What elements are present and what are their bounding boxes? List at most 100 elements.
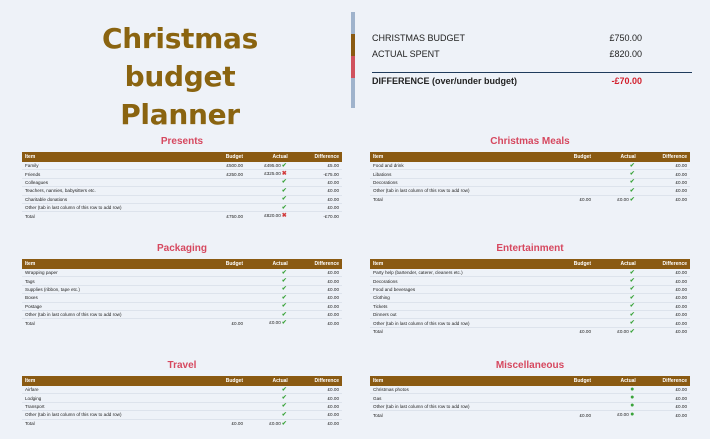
summary-difference-row: DIFFERENCE (over/under budget) -£70.00 [372,76,642,86]
cell-actual[interactable]: ✔ [246,178,291,188]
check-icon: ✔ [629,311,635,318]
cell-item[interactable]: Family [22,162,195,171]
cell-item[interactable]: Libations [370,169,543,179]
cell-item[interactable]: Airfare [22,386,195,395]
cell-actual[interactable]: ✔ [246,386,291,395]
cell-item[interactable]: Other (tab in last column of this row to… [370,318,543,328]
cell-actual[interactable]: ✔ [594,269,639,278]
cell-item[interactable]: Postage [22,302,195,311]
cell-budget[interactable] [194,302,246,311]
cell-item[interactable]: Clothing [370,293,543,303]
cell-budget[interactable] [194,203,246,213]
cell-budget[interactable] [194,285,246,295]
cell-item[interactable]: Friends [22,169,195,179]
cell-budget[interactable] [542,318,594,328]
cell-actual[interactable]: ✔ [246,285,291,295]
cell-budget[interactable] [194,293,246,303]
cell-budget[interactable] [542,276,594,286]
cell-actual[interactable]: ✔ [246,393,291,403]
cell-actual[interactable]: ✔ [594,169,639,179]
cell-item[interactable]: Gas [370,393,543,403]
cell-actual[interactable]: ✔ [246,302,291,311]
cell-difference: £0.00 [638,402,690,412]
cell-item[interactable]: Other (tab in last column of this row to… [370,402,543,412]
cell-budget[interactable] [194,386,246,395]
cell-actual[interactable]: ✔ [594,285,639,295]
cell-budget[interactable] [542,285,594,295]
cell-actual[interactable]: ✔ [246,186,291,196]
cell-item[interactable]: Food and beverages [370,285,543,295]
cell-item[interactable]: Food and drink [370,162,543,171]
cell-budget[interactable]: £250.00 [194,169,246,179]
cell-budget[interactable] [194,276,246,286]
cell-item[interactable]: Lodging [22,393,195,403]
cell-budget[interactable] [194,178,246,188]
column-header-difference: Difference [290,152,342,162]
cell-actual[interactable]: ✔ [594,293,639,303]
cell-budget[interactable] [542,162,594,171]
cell-actual[interactable]: ✔ [246,269,291,278]
cell-actual[interactable]: ✔ [594,186,639,196]
cell-item[interactable]: Decorations [370,276,543,286]
cell-actual[interactable]: ✔ [594,178,639,188]
cell-budget[interactable] [194,410,246,420]
cell-budget[interactable] [542,310,594,320]
cell-actual[interactable]: ✔ [246,276,291,286]
cell-item[interactable]: Decorations [370,178,543,188]
cell-actual[interactable]: £325.00✖ [246,169,291,179]
cell-item[interactable]: Supplies (ribbon, tape etc.) [22,285,195,295]
cell-item[interactable]: Party help (bartender, caterer, cleaners… [370,269,543,278]
total-row: Total £0.00 £0.00● £0.00 [370,410,690,420]
cell-item[interactable]: Teachers, nannies, babysitters etc. [22,186,195,196]
cell-item[interactable]: Boxes [22,293,195,303]
cell-budget[interactable] [194,310,246,320]
cell-budget[interactable] [542,293,594,303]
cell-item[interactable]: Charitable donations [22,195,195,204]
column-header-actual: Actual [246,152,291,162]
cell-budget[interactable] [542,269,594,278]
cell-budget[interactable] [542,178,594,188]
summary-budget-value[interactable]: £750.00 [609,33,642,43]
cell-budget[interactable] [194,269,246,278]
cell-actual[interactable]: ● [594,393,639,403]
cell-actual[interactable]: ✔ [594,318,639,328]
cell-budget[interactable] [542,302,594,311]
cell-difference: £0.00 [638,178,690,188]
cell-actual[interactable]: ✔ [594,310,639,320]
cell-item[interactable]: Other (tab in last column of this row to… [22,410,195,420]
cell-budget[interactable] [194,195,246,204]
cell-item[interactable]: Wrapping paper [22,269,195,278]
cell-item[interactable]: Christmas photos [370,386,543,395]
cell-budget[interactable]: £500.00 [194,162,246,171]
summary-budget-label: CHRISTMAS BUDGET [372,33,466,43]
cell-actual[interactable]: ✔ [594,276,639,286]
cell-actual[interactable]: ✔ [246,195,291,204]
cell-budget[interactable] [194,393,246,403]
cell-item[interactable]: Dinners out [370,310,543,320]
cell-actual[interactable]: ✔ [246,293,291,303]
cell-actual[interactable]: ✔ [246,310,291,320]
cell-budget[interactable] [542,186,594,196]
cell-item[interactable]: Tickets [370,302,543,311]
cell-budget[interactable] [194,402,246,412]
cell-actual[interactable]: ✔ [246,410,291,420]
cell-actual[interactable]: ● [594,386,639,395]
cell-actual[interactable]: ✔ [594,302,639,311]
cell-budget[interactable] [542,386,594,395]
cell-actual[interactable]: ✔ [246,402,291,412]
cell-item[interactable]: Transport [22,402,195,412]
cell-actual[interactable]: £495.00✔ [246,162,291,171]
cell-actual[interactable]: ✔ [246,203,291,213]
cell-actual[interactable]: ● [594,402,639,412]
cell-item[interactable]: Colleagues [22,178,195,188]
cell-budget[interactable] [542,169,594,179]
cell-actual[interactable]: ✔ [594,162,639,171]
cell-item[interactable]: Tags [22,276,195,286]
cell-budget[interactable] [542,402,594,412]
cell-difference: £0.00 [638,194,690,204]
cell-budget[interactable] [194,186,246,196]
cell-budget[interactable] [542,393,594,403]
cell-item[interactable]: Other (tab in last column of this row to… [22,203,195,213]
cell-item[interactable]: Other (tab in last column of this row to… [370,186,543,196]
cell-item[interactable]: Other (tab in last column of this row to… [22,310,195,320]
